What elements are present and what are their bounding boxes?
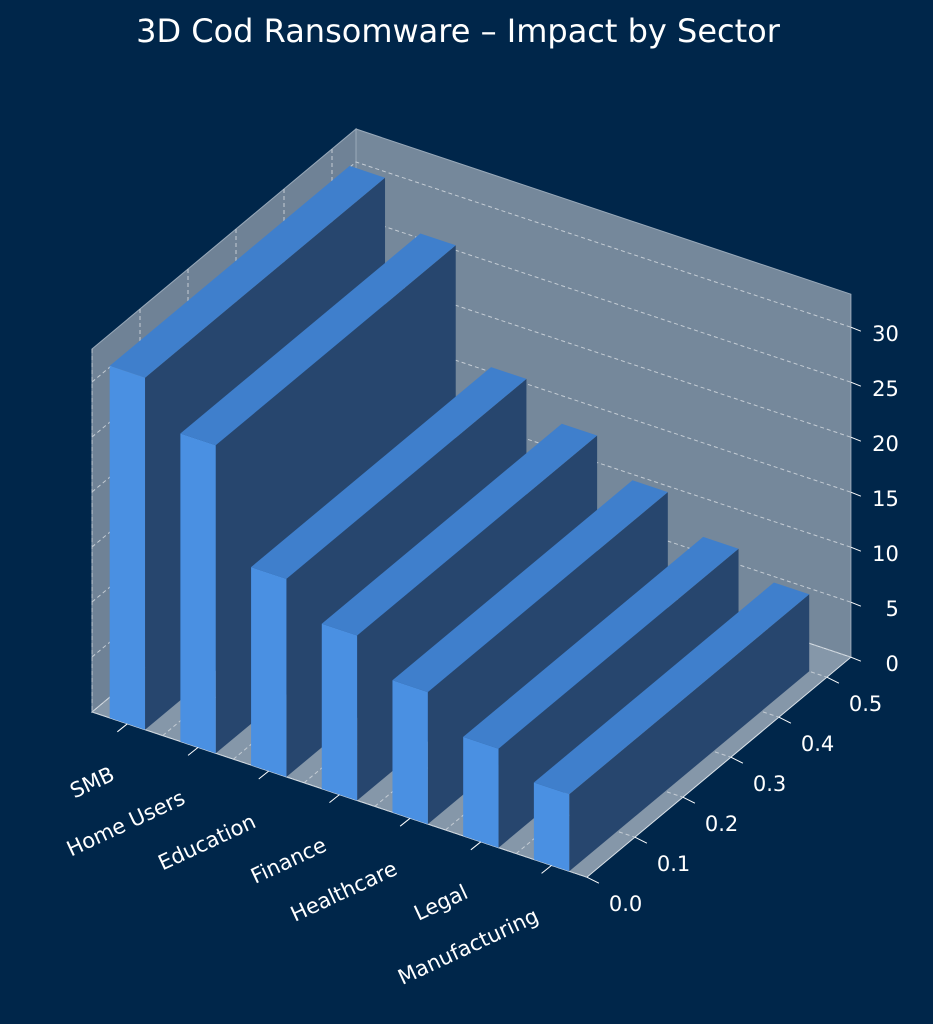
- z-tick-label: 25: [872, 377, 899, 401]
- bar-front: [463, 736, 499, 848]
- bar-front: [251, 567, 287, 777]
- z-tick: [850, 546, 862, 552]
- bar: [533, 582, 810, 872]
- x-tick: [258, 770, 270, 780]
- z-tick-label: 20: [872, 432, 899, 456]
- bar-front: [533, 782, 570, 872]
- z-tick-label: 5: [886, 597, 899, 621]
- y-tick-label: 0.5: [849, 692, 882, 716]
- bar-side: [569, 594, 810, 872]
- y-tick: [634, 836, 648, 844]
- bar-front: [392, 680, 428, 825]
- bar-front: [321, 623, 358, 801]
- y-tick-label: 0.2: [705, 812, 738, 836]
- x-tick: [470, 841, 482, 851]
- bar-top: [109, 165, 386, 378]
- x-tick: [117, 723, 128, 733]
- y-tick: [586, 876, 600, 884]
- bar-top: [533, 582, 810, 795]
- z-tick-label: 15: [872, 487, 899, 511]
- y-tick-label: 0.3: [753, 772, 786, 796]
- bar-front: [180, 433, 216, 754]
- z-tick-label: 10: [872, 542, 899, 566]
- z-tick-label: 0: [886, 652, 899, 676]
- z-tick: [850, 326, 862, 332]
- bar-top: [463, 536, 739, 749]
- x-tick: [187, 747, 199, 756]
- x-tick: [329, 794, 340, 803]
- bar-top: [180, 233, 456, 446]
- z-tick: [850, 601, 862, 607]
- y-tick-label: 0.4: [801, 732, 834, 756]
- z-tick: [850, 436, 862, 442]
- y-tick: [826, 676, 840, 684]
- chart-title: 3D Cod Ransomware – Impact by Sector: [136, 12, 781, 50]
- z-tick: [850, 381, 862, 387]
- y-tick: [778, 716, 792, 724]
- y-tick: [730, 756, 744, 764]
- bar-top: [392, 480, 668, 693]
- bar-top: [321, 423, 598, 636]
- z-tick-label: 30: [872, 322, 899, 346]
- z-tick: [850, 656, 862, 662]
- y-tick: [682, 796, 696, 804]
- x-tick: [399, 817, 411, 827]
- z-tick: [850, 491, 862, 497]
- y-tick-label: 0.1: [657, 852, 690, 876]
- grid-line: [91, 349, 588, 878]
- bar-top: [251, 367, 527, 579]
- x-tick: [541, 865, 552, 874]
- bar-front: [109, 365, 146, 730]
- y-tick-label: 0.0: [609, 892, 642, 916]
